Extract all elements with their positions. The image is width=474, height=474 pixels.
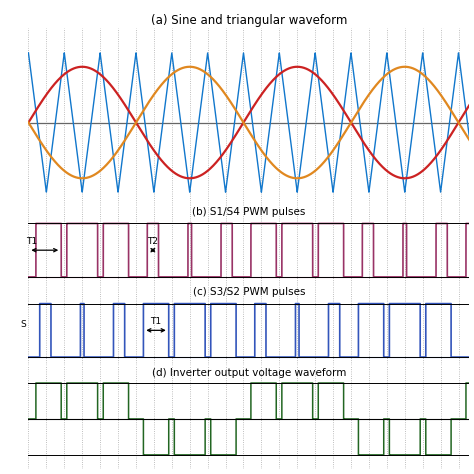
Text: (c) S3/S2 PWM pulses: (c) S3/S2 PWM pulses [192, 287, 305, 297]
Text: (b) S1/S4 PWM pulses: (b) S1/S4 PWM pulses [192, 207, 306, 217]
Text: T2: T2 [147, 237, 158, 246]
Text: S: S [20, 320, 26, 329]
Text: (d) Inverter output voltage waveform: (d) Inverter output voltage waveform [152, 368, 346, 378]
Text: T1: T1 [150, 317, 162, 326]
Text: T1: T1 [26, 237, 37, 246]
Title: (a) Sine and triangular waveform: (a) Sine and triangular waveform [151, 14, 347, 27]
